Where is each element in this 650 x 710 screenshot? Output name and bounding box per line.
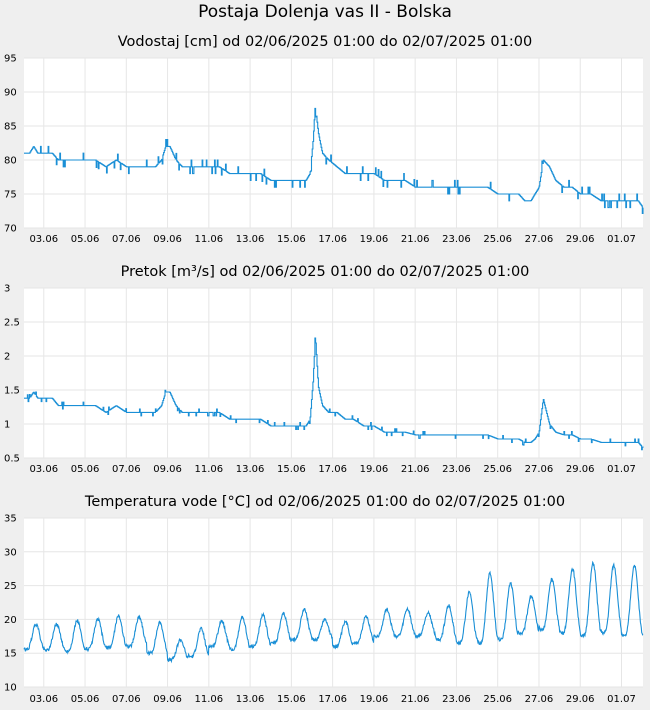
y-tick-label: 2.5 — [4, 318, 20, 329]
y-tick-label: 1 — [4, 420, 10, 431]
plot-area — [24, 58, 643, 228]
x-tick-label: 13.06 — [236, 234, 265, 245]
x-tick-label: 01.07 — [607, 234, 636, 245]
chart-pretok: Pretok [m³/s] od 02/06/2025 01:00 do 02/… — [4, 264, 644, 475]
y-tick-label: 95 — [4, 54, 17, 65]
y-tick-label: 25 — [4, 581, 17, 592]
series-line — [23, 560, 644, 664]
chart-title: Pretok [m³/s] od 02/06/2025 01:00 do 02/… — [121, 264, 530, 280]
x-tick-label: 27.06 — [525, 694, 554, 705]
x-tick-label: 25.06 — [483, 464, 512, 475]
series-line — [24, 337, 644, 451]
y-tick-label: 3 — [4, 284, 10, 295]
x-tick-label: 29.06 — [566, 694, 595, 705]
x-tick-label: 07.06 — [112, 234, 141, 245]
x-tick-label: 15.06 — [277, 694, 306, 705]
x-tick-label: 13.06 — [236, 464, 265, 475]
y-tick-label: 80 — [4, 156, 17, 167]
x-tick-label: 19.06 — [360, 234, 389, 245]
x-tick-label: 19.06 — [360, 464, 389, 475]
x-tick-label: 05.06 — [71, 464, 100, 475]
y-tick-label: 2 — [4, 352, 10, 363]
x-tick-label: 03.06 — [29, 694, 58, 705]
x-tick-label: 09.06 — [153, 464, 182, 475]
x-tick-label: 11.06 — [195, 464, 224, 475]
y-tick-label: 0.5 — [4, 454, 20, 465]
x-tick-label: 07.06 — [112, 464, 141, 475]
y-tick-label: 1.5 — [4, 386, 20, 397]
y-tick-label: 75 — [4, 190, 17, 201]
x-tick-label: 27.06 — [525, 234, 554, 245]
x-tick-label: 23.06 — [442, 464, 471, 475]
chart-temperatura: Temperatura vode [°C] od 02/06/2025 01:0… — [4, 494, 644, 705]
x-tick-label: 15.06 — [277, 464, 306, 475]
x-tick-label: 21.06 — [401, 464, 430, 475]
plot-area — [24, 288, 643, 458]
y-tick-label: 30 — [4, 547, 17, 558]
x-tick-label: 25.06 — [483, 234, 512, 245]
x-tick-label: 25.06 — [483, 694, 512, 705]
x-tick-label: 05.06 — [71, 234, 100, 245]
x-tick-label: 09.06 — [153, 234, 182, 245]
plot-area — [24, 518, 643, 687]
x-tick-label: 07.06 — [112, 694, 141, 705]
x-tick-label: 05.06 — [71, 694, 100, 705]
x-tick-label: 15.06 — [277, 234, 306, 245]
chart-vodostaj: Vodostaj [cm] od 02/06/2025 01:00 do 02/… — [4, 34, 644, 245]
x-tick-label: 27.06 — [525, 464, 554, 475]
y-tick-label: 85 — [4, 122, 17, 133]
x-tick-label: 23.06 — [442, 694, 471, 705]
x-tick-label: 29.06 — [566, 234, 595, 245]
chart-title: Temperatura vode [°C] od 02/06/2025 01:0… — [84, 494, 565, 510]
series-line — [24, 107, 644, 215]
x-tick-label: 17.06 — [318, 694, 347, 705]
chart-title: Vodostaj [cm] od 02/06/2025 01:00 do 02/… — [118, 34, 532, 50]
x-tick-label: 01.07 — [607, 694, 636, 705]
y-tick-label: 70 — [4, 224, 17, 235]
x-tick-label: 29.06 — [566, 464, 595, 475]
x-tick-label: 03.06 — [29, 464, 58, 475]
y-tick-label: 35 — [4, 514, 17, 525]
x-tick-label: 09.06 — [153, 694, 182, 705]
x-tick-label: 21.06 — [401, 694, 430, 705]
x-tick-label: 01.07 — [607, 464, 636, 475]
x-tick-label: 11.06 — [195, 694, 224, 705]
x-tick-label: 17.06 — [318, 464, 347, 475]
page-title: Postaja Dolenja vas II - Bolska — [198, 2, 452, 22]
x-tick-label: 13.06 — [236, 694, 265, 705]
x-tick-label: 19.06 — [360, 694, 389, 705]
x-tick-label: 17.06 — [318, 234, 347, 245]
x-tick-label: 03.06 — [29, 234, 58, 245]
x-tick-label: 11.06 — [195, 234, 224, 245]
x-tick-label: 21.06 — [401, 234, 430, 245]
y-tick-label: 20 — [4, 615, 17, 626]
y-tick-label: 90 — [4, 88, 17, 99]
y-tick-label: 15 — [4, 649, 17, 660]
x-tick-label: 23.06 — [442, 234, 471, 245]
y-tick-label: 10 — [4, 683, 17, 694]
